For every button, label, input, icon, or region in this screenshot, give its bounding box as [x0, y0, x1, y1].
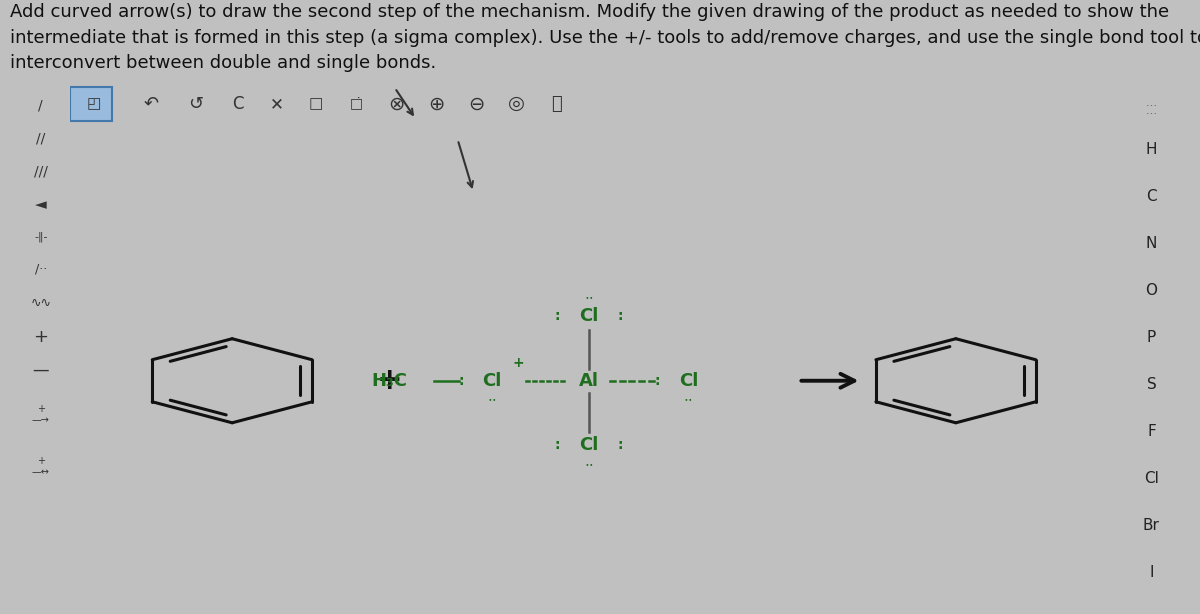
Text: /··: /··: [35, 263, 47, 276]
Text: ◄: ◄: [35, 197, 47, 212]
Text: ✕: ✕: [270, 95, 284, 113]
Text: :: :: [458, 374, 463, 388]
Text: S: S: [1146, 376, 1157, 392]
Text: ❓: ❓: [551, 95, 562, 113]
FancyBboxPatch shape: [70, 87, 112, 121]
Text: O: O: [1146, 282, 1158, 298]
Text: P: P: [1147, 330, 1156, 344]
Text: ⊖: ⊖: [468, 95, 485, 113]
Text: +: +: [512, 356, 524, 370]
Text: …
…: … …: [1146, 98, 1157, 116]
Text: Cl: Cl: [679, 371, 698, 390]
Text: I: I: [1150, 565, 1153, 580]
Text: //: //: [36, 132, 46, 146]
Text: Al: Al: [578, 371, 599, 390]
Text: +
—→: + —→: [32, 404, 49, 426]
Text: +
—↔: + —↔: [32, 456, 49, 477]
Text: Cl: Cl: [1144, 471, 1159, 486]
Text: ⋅⋅: ⋅⋅: [487, 392, 497, 407]
Text: /: /: [38, 98, 43, 112]
Text: ↶: ↶: [144, 95, 158, 113]
Text: -‖-: -‖-: [34, 231, 48, 242]
Text: Cl: Cl: [580, 436, 599, 454]
Text: C: C: [232, 95, 244, 113]
Text: Cl: Cl: [482, 371, 502, 390]
Text: +: +: [377, 367, 402, 395]
Text: N: N: [1146, 236, 1157, 251]
Text: :: :: [554, 309, 560, 323]
Text: F: F: [1147, 424, 1156, 438]
Text: ◰: ◰: [86, 96, 101, 111]
Text: ⋅⋅: ⋅⋅: [684, 392, 694, 407]
Text: H: H: [1146, 142, 1157, 157]
Text: C: C: [1146, 188, 1157, 204]
Text: ///: ///: [34, 165, 48, 179]
Text: :: :: [618, 309, 623, 323]
Text: ⋅⋅: ⋅⋅: [584, 457, 594, 472]
Text: +: +: [34, 328, 48, 346]
Text: —: —: [32, 361, 49, 379]
Text: ⊕: ⊕: [428, 95, 445, 113]
Text: ⋅⋅: ⋅⋅: [584, 290, 594, 305]
Text: □̇: □̇: [349, 97, 362, 111]
Text: □: □: [308, 96, 323, 111]
Text: :: :: [554, 438, 560, 453]
Text: ↺: ↺: [188, 95, 203, 113]
Text: Br: Br: [1142, 518, 1160, 532]
Text: ◎: ◎: [508, 95, 524, 113]
Text: :: :: [654, 374, 660, 388]
Text: H₃C: H₃C: [372, 371, 408, 390]
Text: ∿∿: ∿∿: [30, 297, 52, 311]
Text: Cl: Cl: [580, 307, 599, 325]
Text: Add curved arrow(s) to draw the second step of the mechanism. Modify the given d: Add curved arrow(s) to draw the second s…: [10, 3, 1200, 72]
Text: :: :: [618, 438, 623, 453]
Text: ⊗: ⊗: [389, 95, 406, 113]
